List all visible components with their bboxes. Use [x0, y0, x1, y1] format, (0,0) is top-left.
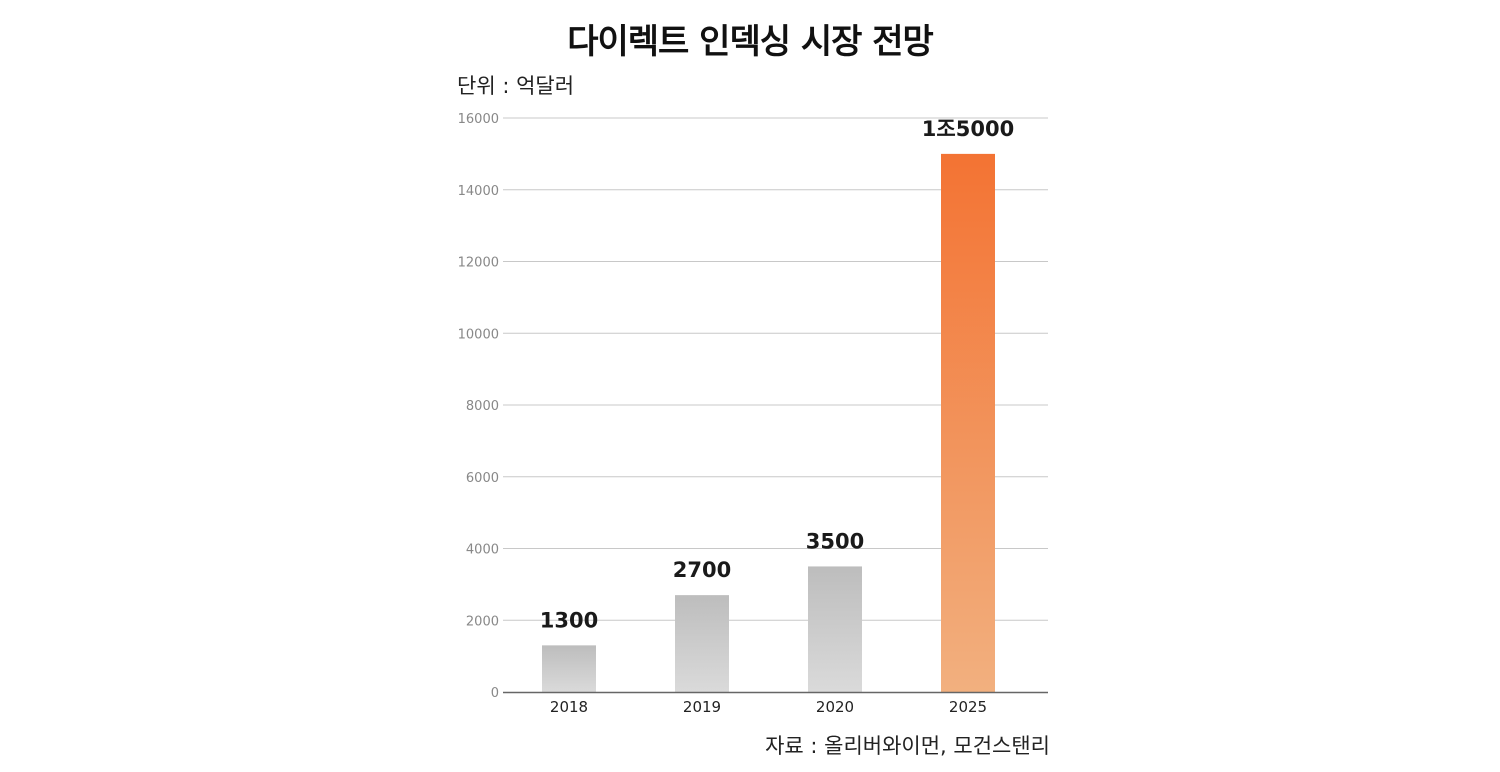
chart-title: 다이렉트 인덱싱 시장 전망	[567, 22, 934, 62]
data-label-2020: 3500	[806, 529, 864, 553]
bars	[542, 153, 995, 692]
y-tick-label: 16000	[458, 112, 499, 127]
y-axis-ticks: 0 2000 4000 6000 8000 10000 12000 14000 16000	[458, 112, 499, 701]
x-tick-label: 2025	[949, 698, 987, 716]
x-tick-label: 2019	[683, 698, 721, 716]
y-tick-label: 4000	[466, 543, 499, 558]
bar-2018	[542, 645, 596, 692]
data-labels: 1300 2700 3500 1조5000	[540, 117, 1014, 632]
y-tick-label: 0	[491, 686, 499, 701]
y-tick-label: 12000	[458, 256, 499, 271]
bar-2025	[941, 153, 995, 692]
unit-label: 단위 : 억달러	[457, 74, 575, 98]
source-note: 자료 : 올리버와이먼, 모건스탠리	[765, 734, 1050, 758]
x-axis-labels: 2018 2019 2020 2025	[550, 698, 987, 716]
y-tick-label: 10000	[458, 327, 499, 342]
x-tick-label: 2020	[816, 698, 854, 716]
x-tick-label: 2018	[550, 698, 588, 716]
bar-2020	[808, 566, 862, 692]
y-tick-label: 8000	[466, 399, 499, 414]
data-label-2025: 1조5000	[922, 117, 1014, 141]
data-label-2019: 2700	[673, 558, 731, 582]
bar-2019	[675, 595, 729, 692]
data-label-2018: 1300	[540, 608, 598, 632]
y-tick-label: 6000	[466, 471, 499, 486]
y-tick-label: 14000	[458, 184, 499, 199]
y-tick-label: 2000	[466, 614, 499, 629]
